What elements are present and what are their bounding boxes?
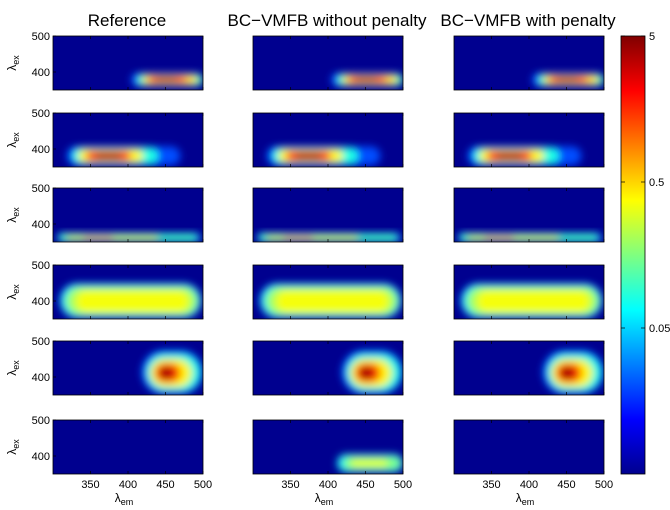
heat-blob	[341, 350, 403, 395]
heat-level-4	[75, 290, 190, 313]
panel-background	[454, 420, 604, 474]
heat-blob	[460, 283, 603, 319]
panel-r2-c2	[252, 112, 404, 168]
heat-blob	[141, 350, 203, 395]
heat-blob	[337, 454, 403, 473]
y-axis-label: λex	[5, 439, 21, 455]
y-axis-label: λex	[5, 207, 21, 223]
y-axis-label: λex	[5, 284, 21, 300]
heat-level-5	[560, 366, 574, 380]
y-tick-label: 400	[32, 296, 50, 308]
y-tick-label: 500	[32, 31, 50, 43]
panel-r1-c3	[453, 35, 605, 91]
x-tick-label: 350	[81, 479, 99, 491]
panel-r5-c3	[453, 340, 605, 396]
heat-blob	[266, 146, 381, 166]
heat-blob	[59, 283, 202, 319]
colorbar-gradient	[621, 36, 645, 474]
heat-level-4	[484, 236, 514, 240]
panel-r1-c1: 400 500 λex	[5, 31, 204, 91]
heat-blob	[66, 146, 181, 166]
heat-level-4	[275, 290, 390, 313]
panel-background	[53, 420, 203, 474]
y-axis-label: λex	[5, 55, 21, 71]
x-axis-label: λem	[115, 491, 134, 507]
panel-r1-c2	[252, 35, 404, 91]
colorbar: 5 0.5 0.05	[620, 31, 670, 475]
heat-level-4	[476, 290, 591, 313]
heat-blob	[532, 73, 604, 87]
x-tick-label: 450	[557, 479, 575, 491]
colorbar-tick-label: 5	[649, 31, 655, 43]
x-tick-label: 400	[520, 479, 538, 491]
panel-r3-c1: 400 500 λex	[5, 183, 204, 243]
heat-level-5	[95, 152, 122, 160]
panel-r2-c1: 400 500 λex	[5, 108, 204, 168]
panel-r6-c1: 400 500 λex 350 400 450 500 λem	[5, 415, 212, 507]
x-tick-label: 450	[356, 479, 374, 491]
x-tick-label: 400	[319, 479, 337, 491]
x-tick-label: 500	[595, 479, 613, 491]
heat-level-3	[350, 458, 388, 468]
y-tick-label: 500	[32, 183, 50, 195]
heat-blob	[542, 350, 604, 395]
panel-r2-c3	[453, 112, 605, 168]
heat-level-5	[496, 152, 523, 160]
colorbar-tick-label: 0.5	[649, 177, 664, 189]
panel-grid: 400 500 λex 400 500 λex 400 500 λex 400 500 λex 400 5…	[5, 31, 613, 507]
x-tick-label: 500	[194, 479, 212, 491]
heat-level-5	[359, 366, 373, 380]
y-tick-label: 400	[32, 144, 50, 156]
x-axis-label: λem	[516, 491, 535, 507]
heat-blob	[331, 73, 403, 87]
title-without-penalty: BC−VMFB without penalty	[228, 11, 427, 30]
panel-r4-c1: 400 500 λex	[5, 260, 204, 320]
x-tick-label: 500	[394, 479, 412, 491]
y-tick-label: 400	[32, 67, 50, 79]
x-tick-label: 450	[156, 479, 174, 491]
x-axis-label: λem	[315, 491, 334, 507]
title-reference: Reference	[88, 11, 166, 30]
y-axis-label: λex	[5, 360, 21, 376]
colorbar-tick-label: 0.05	[649, 323, 670, 335]
y-tick-label: 500	[32, 108, 50, 120]
panel-r3-c2	[252, 187, 404, 243]
y-tick-label: 400	[32, 372, 50, 384]
y-tick-label: 500	[32, 336, 50, 348]
heat-level-5	[355, 77, 378, 82]
panel-r5-c1: 400 500 λex	[5, 336, 204, 396]
y-tick-label: 500	[32, 415, 50, 427]
heat-level-5	[556, 77, 579, 82]
title-with-penalty: BC−VMFB with penalty	[440, 11, 616, 30]
x-tick-label: 400	[119, 479, 137, 491]
x-tick-label: 350	[281, 479, 299, 491]
heat-level-5	[159, 366, 173, 380]
panel-r6-c2: 350 400 450 500 λem	[252, 419, 412, 507]
heat-blob	[457, 233, 602, 242]
panel-r6-c3: 350 400 450 500 λem	[453, 419, 613, 507]
panel-r4-c2	[252, 264, 404, 320]
heat-level-4	[283, 236, 313, 240]
heat-blob	[467, 146, 582, 166]
panel-r3-c3	[453, 187, 605, 243]
heat-blob	[56, 233, 201, 242]
panel-r4-c3	[453, 264, 605, 320]
heat-level-4	[83, 236, 113, 240]
y-tick-label: 400	[32, 451, 50, 463]
heat-blob	[256, 233, 401, 242]
y-tick-label: 500	[32, 260, 50, 272]
heat-blob	[131, 73, 203, 87]
heat-blob	[259, 283, 402, 319]
panel-r5-c2	[252, 340, 404, 396]
y-axis-label: λex	[5, 132, 21, 148]
colorbar-frame	[620, 35, 646, 475]
x-tick-label: 350	[482, 479, 500, 491]
heat-level-5	[155, 77, 178, 82]
heat-level-5	[295, 152, 322, 160]
y-tick-label: 400	[32, 219, 50, 231]
